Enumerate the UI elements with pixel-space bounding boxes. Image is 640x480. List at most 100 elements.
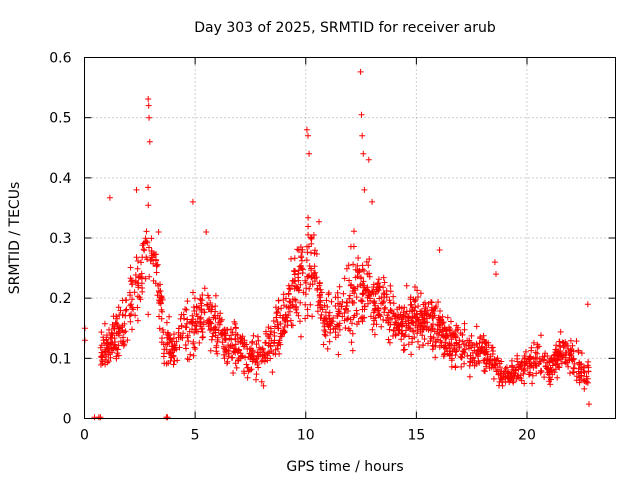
data-point (310, 232, 317, 238)
data-point (106, 194, 113, 201)
data-point (117, 307, 124, 314)
data-point (461, 320, 468, 327)
data-point (359, 306, 366, 313)
data-point (258, 358, 265, 365)
data-point (378, 300, 385, 307)
data-point (551, 369, 558, 376)
data-point (335, 306, 342, 313)
data-point (271, 329, 278, 336)
data-point (203, 229, 210, 235)
data-point (502, 378, 509, 385)
data-point (361, 303, 368, 310)
data-point (359, 291, 366, 298)
data-point (198, 314, 204, 321)
data-point (509, 364, 516, 371)
data-point (418, 308, 425, 314)
data-point (298, 262, 304, 269)
data-point (313, 251, 320, 257)
data-point (370, 309, 377, 316)
data-point (272, 304, 279, 311)
data-point (307, 234, 314, 241)
data-point (338, 303, 345, 310)
data-point (233, 364, 240, 371)
data-point (291, 268, 298, 275)
data-point (346, 277, 353, 284)
data-point (287, 299, 294, 306)
data-point (490, 375, 497, 382)
data-point (97, 344, 104, 351)
data-point (132, 278, 139, 284)
data-point (349, 347, 356, 354)
data-point (191, 322, 198, 329)
data-point (232, 331, 239, 338)
data-point (289, 277, 296, 284)
data-point (343, 265, 350, 272)
data-point (159, 335, 165, 342)
data-point (224, 326, 231, 333)
data-point (299, 270, 306, 276)
data-point (502, 373, 509, 380)
y-axis-label: SRMTID / TECUs (7, 182, 23, 295)
data-point (317, 291, 323, 298)
data-point (527, 363, 533, 370)
data-point (375, 287, 382, 294)
data-point (184, 316, 191, 323)
y-tick-label: 0.4 (49, 171, 71, 187)
data-point (415, 294, 421, 300)
data-point (153, 257, 159, 264)
data-point (383, 294, 390, 300)
data-point (153, 251, 160, 258)
data-point (318, 311, 325, 318)
data-point (220, 343, 227, 350)
data-point (281, 302, 287, 309)
data-point (221, 355, 228, 362)
data-point (274, 309, 281, 315)
data-point (411, 334, 418, 341)
data-point (493, 271, 499, 278)
data-point (288, 255, 294, 262)
y-tick-label: 0 (63, 412, 72, 428)
data-point (161, 346, 168, 353)
data-point (228, 336, 235, 343)
data-point (371, 300, 378, 307)
data-point (156, 325, 163, 332)
data-point (388, 308, 395, 315)
data-point (208, 336, 215, 343)
data-point (164, 340, 171, 347)
data-point (145, 202, 152, 209)
data-point (558, 360, 565, 367)
data-point (320, 320, 327, 326)
data-point (394, 306, 401, 313)
data-point (214, 350, 221, 357)
data-point (192, 318, 199, 325)
data-point (563, 350, 570, 356)
data-point (171, 357, 178, 364)
data-point (212, 326, 218, 333)
data-point (488, 364, 495, 371)
data-point (235, 357, 242, 364)
data-point (127, 264, 134, 271)
data-point (314, 302, 321, 309)
data-point (429, 346, 436, 353)
data-point (542, 350, 549, 357)
data-point (548, 368, 555, 374)
data-point (342, 325, 349, 331)
data-point (196, 339, 203, 346)
data-point (357, 68, 364, 75)
data-point (364, 271, 371, 278)
data-point (444, 314, 451, 321)
data-point (541, 374, 548, 381)
data-point (232, 335, 239, 342)
data-point (403, 327, 409, 334)
data-point (307, 281, 314, 288)
data-point (278, 305, 285, 312)
data-point (434, 336, 441, 343)
data-point (381, 309, 388, 316)
data-point (375, 280, 382, 286)
data-point (320, 341, 327, 348)
data-point (134, 304, 141, 311)
data-point (400, 312, 407, 319)
data-point (428, 306, 435, 313)
data-point (164, 329, 171, 336)
data-point (498, 368, 505, 375)
